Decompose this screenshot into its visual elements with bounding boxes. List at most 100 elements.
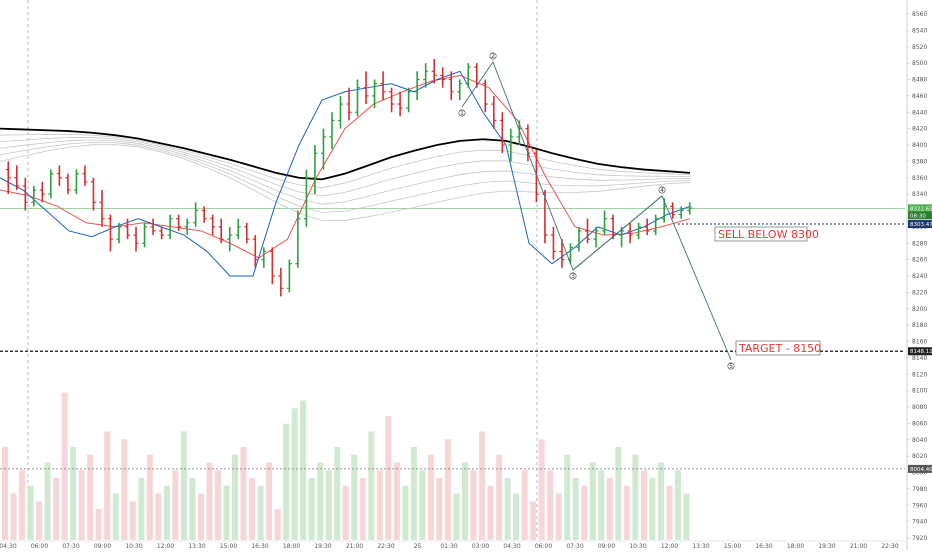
volume-bar — [632, 454, 639, 540]
volume-bar — [368, 431, 375, 540]
volume-bar — [61, 392, 68, 540]
volume-bar — [470, 470, 477, 540]
volume-bar — [257, 485, 264, 540]
time-tick-label: 21:00 — [850, 543, 867, 550]
volume-bar — [589, 462, 596, 540]
price-tick-label: 8220 — [912, 289, 927, 296]
price-tick-label: 8020 — [912, 453, 927, 460]
time-tick-label: 10:30 — [629, 543, 646, 550]
volume-bar — [249, 478, 256, 540]
volume-bar — [393, 462, 400, 540]
volume-bar — [104, 431, 111, 540]
time-tick-label: 04:30 — [0, 543, 17, 550]
volume-bar — [342, 485, 349, 540]
time-tick-label: 07:30 — [566, 543, 583, 550]
volume-bar — [223, 485, 230, 540]
price-tag-label: 8148.11 — [910, 349, 932, 355]
volume-bar — [444, 439, 451, 540]
price-tick-label: 8380 — [912, 158, 927, 165]
volume-bar — [453, 493, 460, 540]
volume-bar — [530, 501, 537, 540]
time-tick-label: 06:00 — [535, 543, 552, 550]
volume-bar — [36, 501, 43, 540]
volume-bar — [351, 454, 358, 540]
volume-bar — [598, 470, 605, 540]
wave-label-text: 3 — [571, 273, 575, 280]
target-annotation-text: TARGET - 8150 — [738, 342, 821, 355]
price-tick-label: 7940 — [912, 519, 927, 526]
wave-label-text: 1 — [460, 110, 464, 117]
time-tick-label: 16:30 — [755, 543, 772, 550]
volume-bar — [427, 454, 434, 540]
volume-bar — [146, 454, 153, 540]
ribbon-ma-line — [0, 141, 691, 213]
time-tick-label: 22:30 — [377, 543, 394, 550]
price-tick-label: 8260 — [912, 257, 927, 264]
volume-bar — [206, 462, 213, 540]
price-tick-label: 8180 — [912, 322, 927, 329]
volume-bar — [70, 447, 77, 540]
ribbon-ma-line — [0, 144, 691, 222]
price-tick-label: 8060 — [912, 420, 927, 427]
wave-label-circle — [727, 362, 735, 370]
volume-bar — [121, 439, 128, 540]
price-tick-label: 8080 — [912, 404, 927, 411]
time-tick-label: 18:00 — [283, 543, 300, 550]
price-tick-label: 8140 — [912, 355, 927, 362]
volume-bar — [129, 501, 136, 540]
time-tick-label: 12:00 — [661, 543, 678, 550]
volume-bar — [385, 416, 392, 540]
volume-bar — [232, 454, 239, 540]
volume-bar — [189, 478, 196, 540]
volume-bar — [683, 493, 690, 540]
time-tick-label: 07:30 — [62, 543, 79, 550]
price-tick-label: 8120 — [912, 371, 927, 378]
volume-bar — [479, 431, 486, 540]
volume-bar — [44, 462, 51, 540]
price-tag — [908, 220, 932, 229]
volume-bar — [487, 485, 494, 540]
wave-label-circle — [569, 272, 577, 280]
time-tick-label: 12:00 — [157, 543, 174, 550]
target-annotation-box — [735, 340, 821, 356]
price-tick-label: 8420 — [912, 126, 927, 133]
price-tick-label: 8100 — [912, 388, 927, 395]
volume-bar — [606, 478, 613, 540]
wave-label-text: 2 — [491, 53, 495, 60]
volume-bar — [666, 485, 673, 540]
price-tick-label: 8480 — [912, 77, 927, 84]
volume-bar — [112, 493, 119, 540]
moving-average-line — [0, 70, 691, 277]
price-tick-label: 8520 — [912, 44, 927, 51]
time-tick-label: 25 — [414, 543, 422, 550]
time-tick-label: 06:00 — [31, 543, 48, 550]
volume-bar — [496, 454, 503, 540]
volume-bar — [462, 462, 469, 540]
volume-bar — [513, 493, 520, 540]
volume-bar — [615, 447, 622, 540]
price-tick-label: 8000 — [912, 470, 927, 477]
ribbon-ma-line — [0, 139, 691, 205]
volume-bar — [53, 478, 60, 540]
price-tick-label: 8560 — [912, 11, 927, 18]
volume-bar — [504, 478, 511, 540]
volume-bar — [564, 454, 571, 540]
volume-bar — [640, 470, 647, 540]
volume-bar — [623, 485, 630, 540]
price-tick-label: 8040 — [912, 437, 927, 444]
price-tick-label: 8200 — [912, 306, 927, 313]
volume-bar — [78, 470, 85, 540]
moving-average-line — [0, 127, 691, 181]
volume-bar — [10, 493, 17, 540]
volume-bar — [308, 478, 315, 540]
wave-connector — [572, 195, 663, 271]
volume-bar — [547, 470, 554, 540]
volume-bar — [572, 478, 579, 540]
volume-bar — [180, 431, 187, 540]
wave-label-circle — [658, 186, 666, 194]
volume-bar — [87, 454, 94, 540]
time-tick-label: 21:00 — [346, 543, 363, 550]
price-tag-label: 8004.40 — [910, 467, 932, 473]
